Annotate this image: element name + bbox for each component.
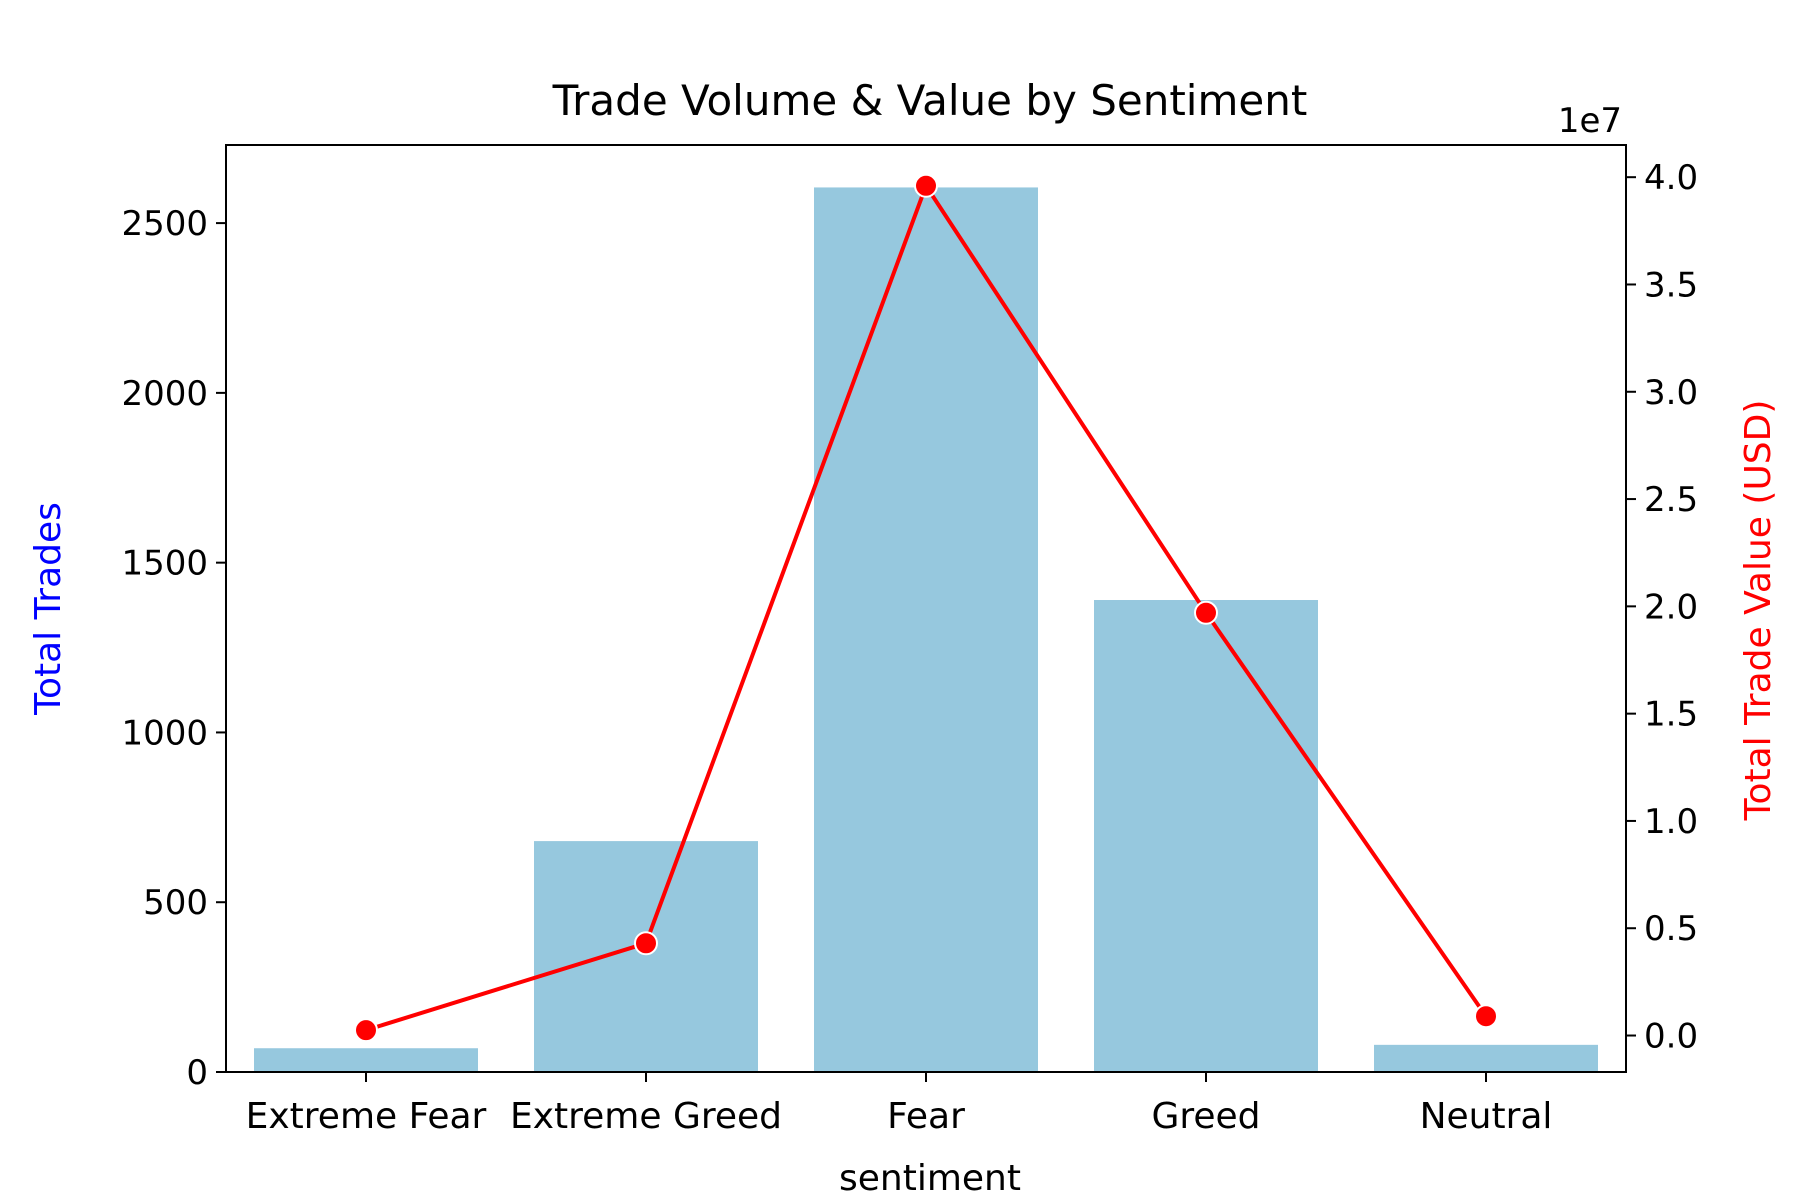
x-axis-label: sentiment [839,1158,1021,1199]
right-axis-ticks: 0.0 0.5 1.0 1.5 2.0 2.5 3.0 3.5 4.0 [1626,158,1698,1057]
x-tick-label: Greed [1151,1096,1260,1137]
right-tick-label: 3.0 [1644,373,1698,413]
left-tick-label: 1500 [121,544,208,584]
trade-value-point [354,1018,378,1043]
right-tick-label: 0.0 [1644,1017,1698,1057]
x-tick-label: Neutral [1420,1096,1553,1137]
left-tick-label: 2000 [121,374,208,414]
right-axis-offset-label: 1e7 [1558,101,1622,141]
right-tick-label: 1.0 [1644,802,1698,842]
left-axis-label: Total Trades [28,502,69,716]
bar-fear [814,187,1038,1072]
left-axis-ticks: 0 500 1000 1500 2000 2500 [121,204,226,1093]
chart-title: Trade Volume & Value by Sentiment [552,76,1308,125]
trade-value-point [1194,600,1218,625]
trade-value-point [914,173,938,198]
left-tick-label: 1000 [121,713,208,753]
right-tick-label: 4.0 [1644,158,1698,198]
trade-value-point [634,931,658,956]
right-tick-label: 0.5 [1644,909,1698,949]
bar-greed [1094,600,1318,1072]
x-axis-ticks: Extreme Fear Extreme Greed Fear Greed Neutra… [246,1072,1553,1137]
left-tick-label: 0 [186,1053,208,1093]
line-series [354,173,1498,1043]
bar-extreme-fear [254,1048,478,1072]
right-tick-label: 2.5 [1644,480,1698,520]
right-tick-label: 1.5 [1644,695,1698,735]
left-tick-label: 2500 [121,204,208,244]
trade-value-point [1474,1004,1498,1029]
right-axis-label: Total Trade Value (USD) [1738,400,1779,822]
left-tick-label: 500 [143,883,208,923]
right-tick-label: 3.5 [1644,265,1698,305]
bar-neutral [1374,1044,1598,1072]
x-tick-label: Fear [887,1096,965,1137]
x-tick-label: Extreme Greed [510,1096,782,1137]
x-tick-label: Extreme Fear [246,1096,487,1137]
bar-series [254,187,1598,1072]
bar-extreme-greed [534,841,758,1072]
right-tick-label: 2.0 [1644,587,1698,627]
